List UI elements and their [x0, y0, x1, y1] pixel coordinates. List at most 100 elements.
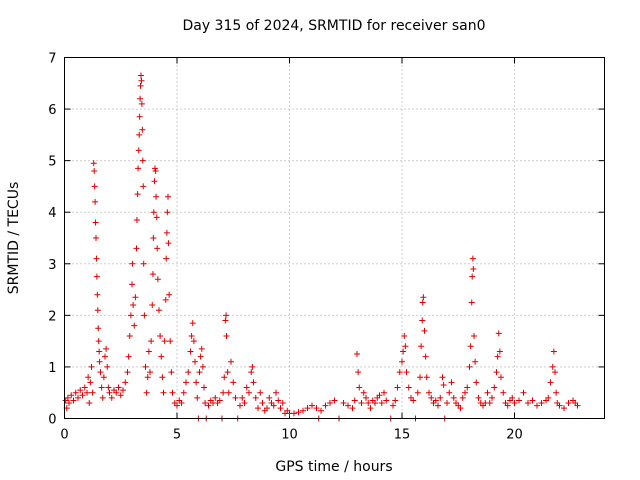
- data-point: [132, 294, 139, 301]
- data-point: [493, 369, 500, 376]
- data-point: [291, 410, 297, 417]
- data-point: [84, 389, 90, 396]
- data-point: [556, 402, 563, 409]
- data-point: [255, 405, 261, 412]
- data-point: [394, 384, 401, 391]
- data-point: [471, 332, 477, 339]
- data-point: [160, 389, 167, 396]
- data-point: [113, 389, 120, 396]
- data-point: [164, 209, 171, 216]
- data-point: [420, 294, 427, 301]
- data-point: [360, 389, 367, 396]
- data-point: [432, 397, 439, 404]
- data-point: [358, 400, 365, 407]
- y-tick-label: 5: [48, 155, 56, 170]
- data-point: [419, 299, 426, 306]
- data-point: [224, 369, 231, 376]
- data-point: [138, 72, 144, 79]
- data-point: [486, 400, 493, 407]
- data-point: [91, 167, 98, 174]
- data-point: [259, 400, 266, 407]
- data-point: [140, 260, 147, 267]
- data-point: [248, 369, 255, 376]
- data-point: [468, 299, 475, 306]
- data-point: [194, 394, 201, 401]
- data-point: [87, 379, 94, 386]
- data-point: [153, 214, 160, 221]
- data-point: [93, 273, 100, 280]
- data-point: [327, 400, 333, 407]
- data-point: [134, 191, 141, 198]
- data-point: [561, 405, 567, 412]
- data-point: [115, 384, 122, 391]
- data-point: [154, 276, 161, 283]
- data-point: [129, 281, 135, 288]
- data-point: [309, 402, 315, 409]
- data-point: [216, 397, 223, 404]
- data-point: [154, 245, 161, 252]
- data-point: [93, 235, 99, 241]
- data-point: [189, 320, 196, 327]
- data-point: [491, 384, 498, 391]
- data-point: [133, 245, 140, 252]
- data-point: [151, 165, 158, 172]
- data-point: [243, 384, 250, 391]
- data-point: [129, 260, 136, 267]
- data-point: [239, 394, 246, 401]
- data-point: [511, 400, 518, 407]
- chart-title: Day 315 of 2024, SRMTID for receiver san…: [182, 18, 485, 34]
- x-tick-label: 10: [281, 428, 298, 443]
- data-point: [401, 332, 408, 339]
- data-point: [469, 273, 476, 280]
- data-point: [399, 358, 405, 365]
- data-point: [417, 374, 423, 381]
- data-point: [496, 348, 503, 355]
- data-point: [376, 392, 383, 399]
- data-point: [94, 307, 101, 314]
- data-point: [201, 384, 207, 391]
- data-point: [550, 348, 557, 355]
- data-point: [150, 209, 157, 216]
- data-point: [405, 384, 412, 391]
- data-point: [246, 389, 252, 396]
- data-point: [400, 348, 407, 355]
- data-point: [444, 400, 450, 407]
- data-point: [367, 405, 374, 412]
- data-point: [174, 402, 180, 409]
- data-point: [410, 397, 417, 404]
- data-point: [142, 363, 149, 370]
- data-point: [149, 302, 156, 309]
- data-point: [81, 384, 88, 391]
- data-point: [419, 317, 426, 324]
- data-point: [165, 193, 171, 200]
- data-point: [89, 389, 96, 396]
- data-point: [363, 394, 369, 401]
- data-point: [136, 113, 143, 120]
- data-point: [135, 165, 142, 172]
- data-point: [199, 363, 206, 370]
- data-point: [402, 343, 409, 350]
- data-point: [472, 358, 479, 365]
- data-point: [122, 379, 129, 386]
- data-point: [92, 219, 99, 226]
- data-point: [422, 353, 429, 360]
- data-point: [547, 379, 554, 386]
- data-point: [95, 338, 102, 345]
- data-point: [85, 374, 92, 381]
- y-tick-label: 1: [48, 361, 56, 376]
- data-point: [349, 405, 356, 412]
- data-point: [156, 307, 162, 314]
- data-point: [168, 369, 175, 376]
- data-point: [212, 394, 219, 401]
- data-point: [313, 405, 320, 412]
- data-point: [159, 374, 166, 381]
- data-point: [222, 317, 229, 324]
- data-point: [97, 369, 104, 376]
- data-point: [141, 312, 148, 319]
- data-point: [426, 389, 432, 396]
- data-point: [459, 394, 466, 401]
- data-point: [494, 353, 501, 360]
- data-point: [157, 332, 164, 339]
- data-point: [469, 255, 476, 262]
- data-point: [484, 389, 491, 396]
